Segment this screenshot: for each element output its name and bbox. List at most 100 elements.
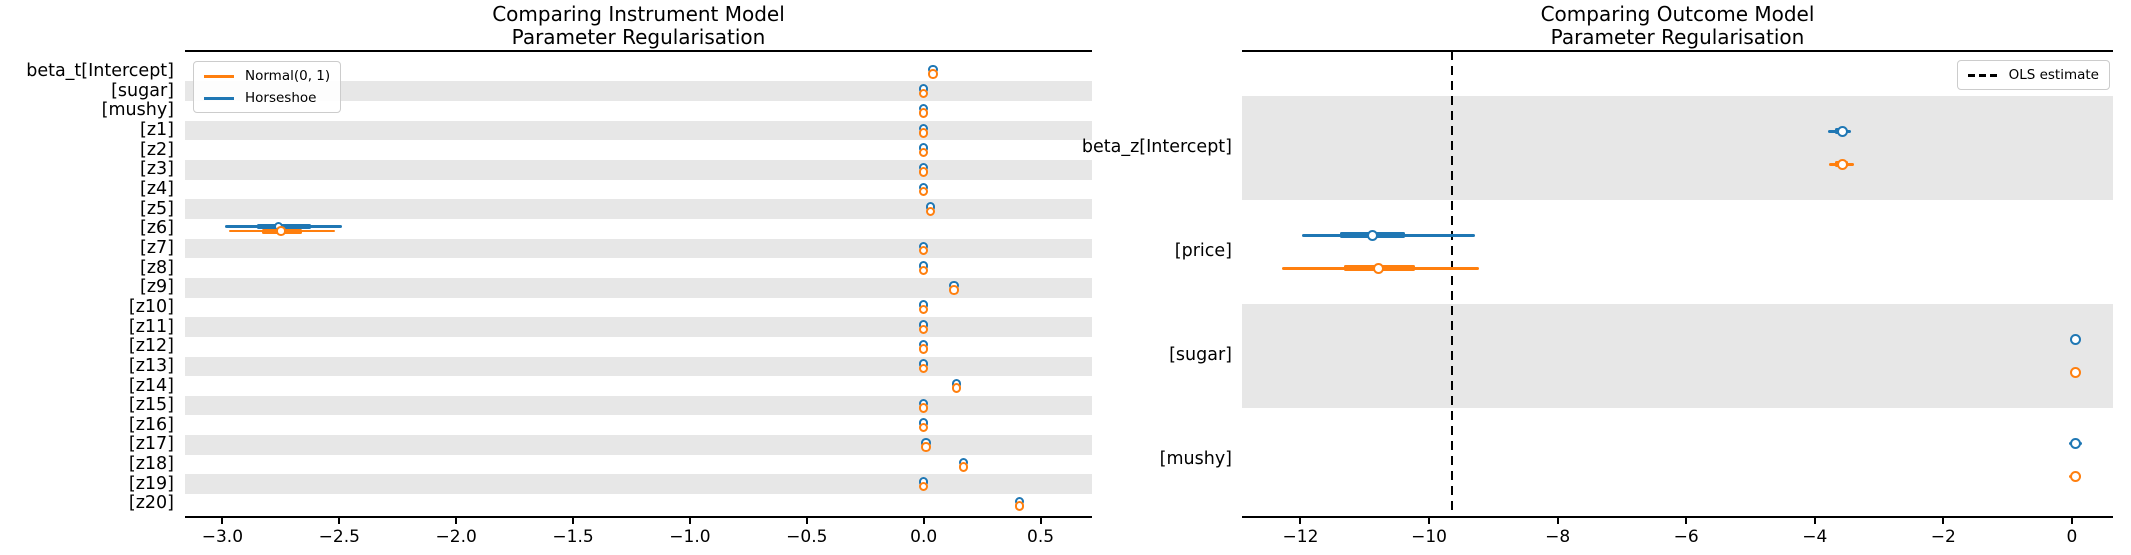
y-axis-label: [z9]	[140, 277, 174, 298]
top-spine	[185, 50, 1092, 52]
y-axis-label: [z16]	[128, 414, 174, 435]
legend-label: Horseshoe	[245, 90, 317, 106]
x-tick-label: −0.5	[786, 527, 828, 547]
y-axis-label: [z11]	[128, 316, 174, 337]
median-marker	[918, 265, 929, 276]
y-axis-label: [z3]	[140, 159, 174, 180]
median-marker	[276, 226, 286, 236]
y-axis-label: beta_t[Intercept]	[26, 61, 174, 82]
median-marker	[958, 462, 969, 472]
median-marker	[918, 245, 929, 256]
row-stripe	[185, 277, 1092, 298]
legend-swatch-horseshoe	[204, 96, 234, 100]
x-tick	[1685, 517, 1688, 524]
row-stripe	[185, 474, 1092, 495]
x-tick	[1039, 517, 1042, 524]
x-tick	[2070, 517, 2073, 524]
row-stripe	[185, 356, 1092, 377]
median-marker	[918, 363, 929, 374]
x-tick	[1556, 517, 1559, 524]
median-marker	[1366, 229, 1378, 241]
y-axis-label: [mushy]	[101, 100, 174, 121]
row-stripe	[185, 317, 1092, 337]
median-marker	[918, 304, 929, 315]
x-tick-label: −4	[1802, 527, 1828, 547]
row-stripe	[185, 81, 1092, 102]
x-tick	[805, 517, 808, 524]
median-marker	[918, 403, 929, 413]
median-marker	[921, 442, 931, 452]
x-tick-label: −12	[1282, 527, 1319, 547]
row-stripe	[1242, 95, 2113, 200]
x-tick	[455, 517, 458, 524]
row-stripe	[185, 238, 1092, 259]
median-marker	[918, 186, 929, 197]
row-stripe	[185, 120, 1092, 141]
median-marker	[918, 344, 929, 354]
median-marker	[2069, 333, 2081, 345]
median-marker	[949, 285, 959, 295]
median-marker	[918, 167, 929, 177]
median-marker	[918, 128, 929, 138]
median-marker	[1372, 262, 1384, 274]
median-marker	[1836, 158, 1848, 170]
y-axis-label: [z6]	[140, 218, 174, 239]
y-axis-label: [z4]	[140, 179, 174, 200]
x-tick	[572, 517, 575, 524]
median-marker	[918, 324, 929, 335]
legend-outcome: OLS estimate	[1956, 60, 2110, 90]
legend-entry: Normal(0, 1)	[204, 68, 330, 84]
x-tick-label: −6	[1673, 527, 1699, 547]
legend-label: OLS estimate	[2008, 67, 2099, 83]
median-marker	[918, 108, 929, 118]
y-axis-label: [z2]	[140, 139, 174, 160]
ols-reference-line	[1450, 51, 1454, 517]
y-axis-label: [z8]	[140, 257, 174, 278]
median-marker	[918, 481, 929, 492]
x-tick-label: −8	[1545, 527, 1571, 547]
panel-title-line: Parameter Regularisation	[511, 25, 766, 49]
y-axis-label: [z10]	[128, 296, 174, 317]
median-marker	[918, 147, 929, 158]
row-stripe	[185, 160, 1092, 180]
x-tick	[922, 517, 925, 524]
y-axis-label: [z20]	[128, 493, 174, 514]
median-marker	[918, 88, 929, 99]
median-marker	[1836, 125, 1848, 137]
x-tick-label: 0	[2066, 527, 2078, 547]
panel-title-line: Comparing Instrument Model	[492, 2, 785, 26]
row-stripe	[185, 435, 1092, 455]
median-marker	[928, 69, 938, 79]
legend-instrument: Normal(0, 1) Horseshoe	[193, 61, 342, 113]
x-tick	[221, 517, 224, 524]
median-marker	[925, 206, 936, 217]
x-tick-label: −1.5	[552, 527, 594, 547]
row-stripe	[185, 395, 1092, 416]
x-tick	[1299, 517, 1302, 524]
x-tick-label: −3.0	[201, 527, 244, 547]
legend-entry: Horseshoe	[204, 90, 330, 106]
x-tick	[338, 517, 341, 524]
y-axis-label: [z15]	[128, 395, 174, 416]
median-marker	[2069, 470, 2081, 482]
x-tick-label: 0.5	[1027, 527, 1055, 547]
panel-title-line: Comparing Outcome Model	[1540, 2, 1815, 26]
legend-swatch-normal-0-1-	[204, 74, 234, 78]
y-axis-label: [sugar]	[1169, 345, 1232, 365]
y-axis-label: [z14]	[128, 375, 174, 396]
legend-swatch-ols-estimate	[1967, 73, 1998, 77]
row-stripe	[185, 199, 1092, 219]
legend-label: Normal(0, 1)	[245, 68, 331, 84]
x-tick-label: −10	[1411, 527, 1447, 547]
y-axis-label: [z17]	[128, 434, 174, 455]
y-axis-label: [z12]	[128, 336, 174, 357]
x-tick	[1428, 517, 1431, 524]
x-tick	[688, 517, 691, 524]
y-axis-label: [z1]	[140, 120, 174, 141]
panel-title-line: Parameter Regularisation	[1550, 25, 1805, 49]
median-marker	[951, 383, 962, 393]
median-marker	[1014, 501, 1025, 511]
x-tick-label: −1.0	[669, 527, 711, 547]
bottom-spine	[185, 516, 1092, 518]
